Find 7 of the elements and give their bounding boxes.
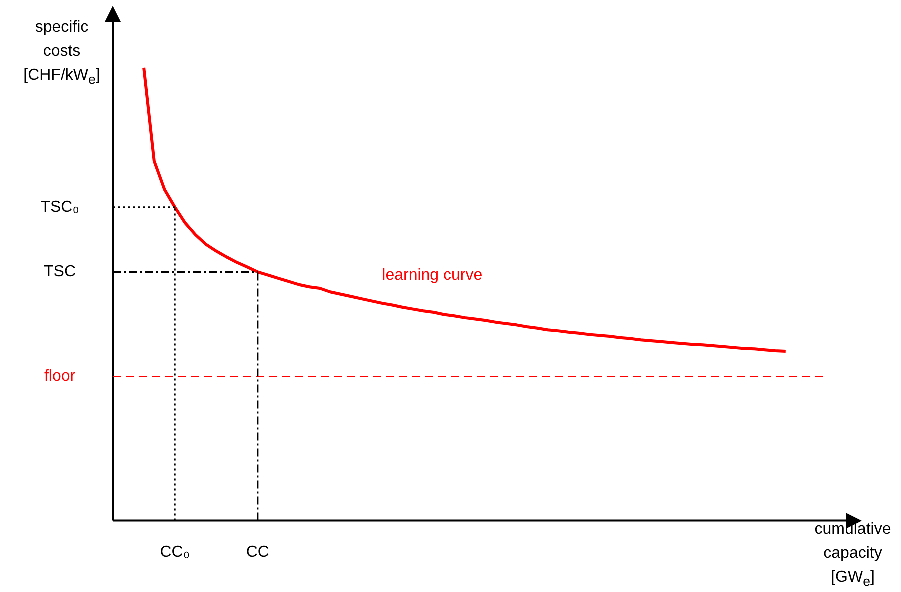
ref-line-label: TSC <box>44 264 76 281</box>
ref-line-label: TSC₀ <box>40 198 80 216</box>
ref-line-label: floor <box>44 368 76 386</box>
series-label: learning curve <box>382 266 483 284</box>
x-tick-label: CC <box>246 544 270 561</box>
y-axis-title: specific costs [CHF/kW$_{e}$] <box>22 18 102 90</box>
x-tick-label: CC₀ <box>160 544 190 561</box>
